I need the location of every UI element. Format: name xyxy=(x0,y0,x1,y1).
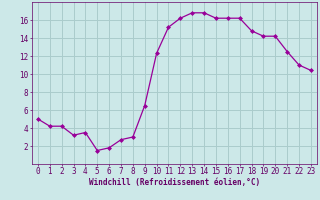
X-axis label: Windchill (Refroidissement éolien,°C): Windchill (Refroidissement éolien,°C) xyxy=(89,178,260,187)
